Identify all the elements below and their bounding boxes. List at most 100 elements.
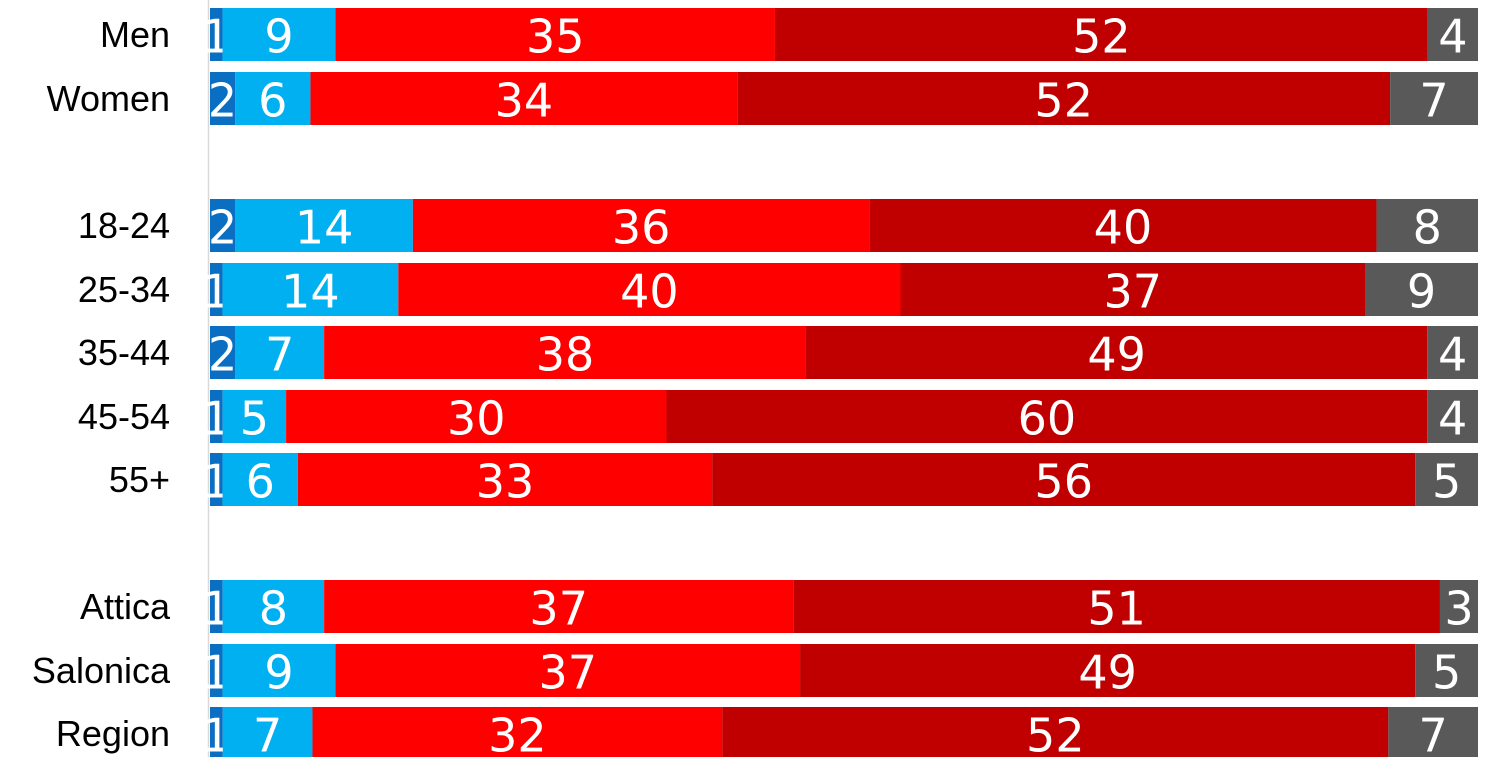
data-label-35-44-s1: 2 <box>208 328 237 382</box>
bar-segment-18-24-s5 <box>1376 199 1478 252</box>
data-label-women-s1: 2 <box>208 74 237 128</box>
bar-segment-35-44-s1 <box>210 326 236 379</box>
data-label-25-34-s4: 37 <box>1103 265 1162 319</box>
data-label-region-s5: 7 <box>1419 709 1448 757</box>
bar-segment-25-34-s2 <box>222 263 399 316</box>
bar-segment-salonica-s1 <box>210 644 223 697</box>
data-label-salonica-s3: 37 <box>539 646 598 700</box>
bar-segment-55-s4 <box>712 453 1416 506</box>
bar-segment-women-s2 <box>235 72 311 125</box>
data-label-region-s3: 32 <box>488 709 547 757</box>
data-label-women-s5: 7 <box>1419 74 1448 128</box>
bar-segment-25-34-s4 <box>900 263 1366 316</box>
bar-segment-salonica-s2 <box>222 644 336 697</box>
bar-segment-men-s3 <box>335 8 775 61</box>
data-label-region-s4: 52 <box>1026 709 1085 757</box>
data-label-45-54-s2: 5 <box>240 392 269 446</box>
bars-layer: 1 9 35 52 42 6 34 52 72 14 36 40 81 14 40 37 92 7 38 49 41 5 3… <box>202 8 1478 757</box>
category-label-25-34: 25-34 <box>78 269 170 310</box>
bar-segment-attica-s1 <box>210 580 223 633</box>
category-label-attica: Attica <box>80 586 171 627</box>
data-label-men-s2: 9 <box>264 10 293 64</box>
bar-segment-attica-s3 <box>324 580 794 633</box>
data-label-25-34-s2: 14 <box>281 265 340 319</box>
data-label-45-54-s4: 60 <box>1018 392 1077 446</box>
data-label-35-44-s3: 38 <box>536 328 595 382</box>
data-label-18-24-s3: 36 <box>612 201 671 255</box>
bar-segment-45-54-s3 <box>286 390 667 443</box>
data-label-35-44-s2: 7 <box>265 328 294 382</box>
bar-segment-45-54-s4 <box>666 390 1428 443</box>
data-label-35-44-s5: 4 <box>1438 328 1467 382</box>
bar-segment-women-s4 <box>737 72 1391 125</box>
data-label-55-s5: 5 <box>1432 455 1461 509</box>
bar-segment-25-34-s1 <box>210 263 223 316</box>
data-label-attica-s3: 37 <box>529 582 588 636</box>
bar-segment-attica-s4 <box>793 580 1440 633</box>
category-label-55: 55+ <box>109 459 170 500</box>
bar-segment-55-s1 <box>210 453 223 506</box>
data-label-25-34-s3: 40 <box>620 265 679 319</box>
data-label-18-24-s4: 40 <box>1094 201 1153 255</box>
bar-segment-men-s4 <box>774 8 1428 61</box>
bar-segment-18-24-s1 <box>210 199 236 252</box>
bar-segment-55-s3 <box>297 453 713 506</box>
category-label-women: Women <box>47 78 170 119</box>
data-label-women-s3: 34 <box>495 74 554 128</box>
bar-segment-women-s3 <box>310 72 738 125</box>
data-label-attica-s5: 3 <box>1444 582 1473 636</box>
data-label-18-24-s2: 14 <box>295 201 354 255</box>
bar-segment-attica-s2 <box>222 580 325 633</box>
data-label-men-s4: 52 <box>1072 10 1131 64</box>
data-label-35-44-s4: 49 <box>1087 328 1146 382</box>
bar-segment-region-s1 <box>210 707 223 757</box>
data-label-women-s2: 6 <box>258 74 287 128</box>
bar-segment-35-44-s5 <box>1427 326 1478 379</box>
bar-segment-25-34-s5 <box>1365 263 1478 316</box>
data-label-salonica-s4: 49 <box>1078 646 1137 700</box>
category-label-45-54: 45-54 <box>78 396 170 437</box>
data-label-18-24-s1: 2 <box>208 201 237 255</box>
data-label-women-s4: 52 <box>1034 74 1093 128</box>
data-label-45-54-s5: 4 <box>1438 392 1467 446</box>
data-label-55-s4: 56 <box>1034 455 1093 509</box>
bar-segment-45-54-s1 <box>210 390 223 443</box>
bar-segment-35-44-s2 <box>235 326 325 379</box>
data-label-55-s3: 33 <box>476 455 535 509</box>
bar-segment-salonica-s5 <box>1415 644 1478 697</box>
bar-segment-women-s1 <box>210 72 236 125</box>
data-label-55-s2: 6 <box>246 455 275 509</box>
bar-segment-55-s5 <box>1415 453 1478 506</box>
category-label-35-44: 35-44 <box>78 332 170 373</box>
data-label-45-54-s3: 30 <box>447 392 506 446</box>
data-label-men-s3: 35 <box>526 10 585 64</box>
category-label-salonica: Salonica <box>32 650 171 691</box>
data-label-attica-s2: 8 <box>259 582 288 636</box>
data-label-18-24-s5: 8 <box>1413 201 1442 255</box>
bar-segment-45-54-s5 <box>1427 390 1478 443</box>
bar-segment-45-54-s2 <box>222 390 287 443</box>
data-label-salonica-s5: 5 <box>1432 646 1461 700</box>
bar-segment-salonica-s3 <box>335 644 801 697</box>
bar-segment-18-24-s4 <box>869 199 1377 252</box>
bar-segment-25-34-s3 <box>398 263 901 316</box>
bar-segment-region-s5 <box>1388 707 1478 757</box>
bar-segment-region-s4 <box>722 707 1389 757</box>
bar-segment-men-s5 <box>1427 8 1478 61</box>
bar-segment-55-s2 <box>222 453 298 506</box>
bar-segment-men-s1 <box>210 8 223 61</box>
bar-segment-35-44-s3 <box>324 326 806 379</box>
data-label-attica-s4: 51 <box>1087 582 1146 636</box>
data-label-men-s5: 4 <box>1438 10 1467 64</box>
data-label-25-34-s5: 9 <box>1407 265 1436 319</box>
bar-segment-salonica-s4 <box>800 644 1416 697</box>
bar-segment-men-s2 <box>222 8 336 61</box>
bar-segment-attica-s5 <box>1439 580 1478 633</box>
bar-segment-region-s3 <box>312 707 723 757</box>
bar-segment-18-24-s3 <box>412 199 870 252</box>
category-labels: Men Women 18-24 25-34 35-44 45-54 55+ Attica Sal… <box>32 14 171 754</box>
bar-segment-35-44-s4 <box>805 326 1428 379</box>
data-label-salonica-s2: 9 <box>264 646 293 700</box>
category-label-region: Region <box>56 713 170 754</box>
